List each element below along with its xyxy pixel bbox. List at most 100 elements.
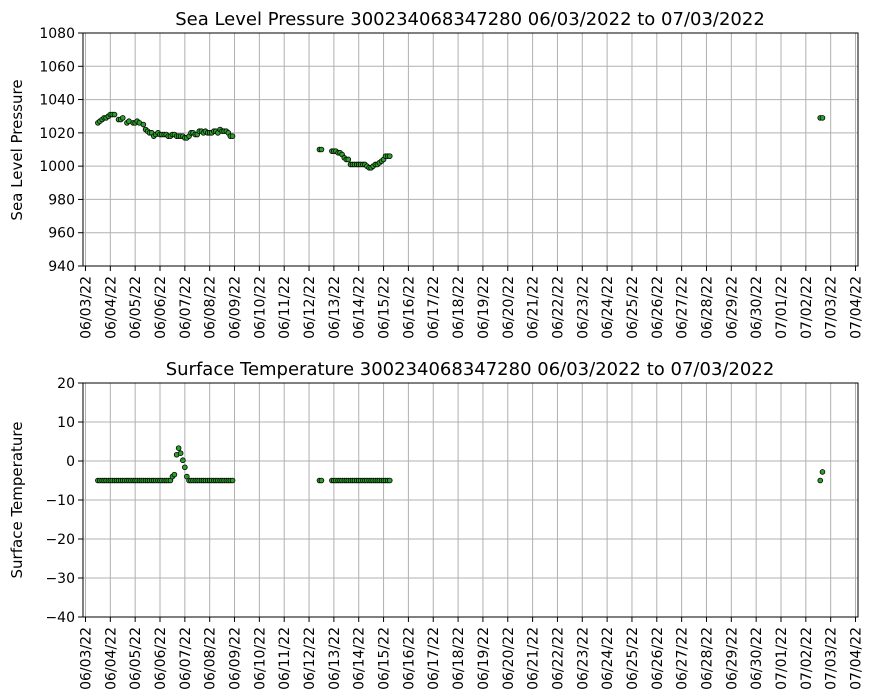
x-tick-label: 06/29/22 [724,276,740,339]
x-tick-label: 06/26/22 [650,276,666,339]
grid [83,382,858,618]
x-tick-label: 06/21/22 [526,627,542,690]
data-point [182,464,188,471]
x-tick-label: 06/04/22 [103,627,119,690]
y-tick-label: −30 [45,571,75,587]
x-tick-label: 07/03/22 [824,627,840,690]
x-tick-label: 06/09/22 [228,627,244,690]
data-point [111,111,118,118]
y-tick-label: 10 [57,415,75,431]
x-tick-label: 07/02/22 [799,276,815,339]
y-tick-label: 1040 [39,93,75,109]
x-tick-label: 06/14/22 [352,627,368,690]
data-point [345,156,352,163]
axis-ticks: 940 960 980 1000 1020 1040 1060 1080 06/03/22 06/… [39,26,864,339]
x-tick-label: 06/20/22 [501,627,517,690]
x-tick-label: 06/29/22 [724,627,740,690]
data-point [119,115,126,121]
x-tick-label: 06/28/22 [699,627,715,690]
x-tick-label: 06/09/22 [228,276,244,339]
x-tick-label: 06/21/22 [526,276,542,339]
chart-title: Surface Temperature 300234068347280 06/0… [166,359,775,380]
x-tick-label: 06/18/22 [451,276,467,339]
data-point [180,457,186,464]
x-tick-label: 06/26/22 [650,627,666,690]
plot-frame [82,382,859,618]
data-point [817,477,824,484]
y-axis-label: Sea Level Pressure [8,79,26,220]
x-tick-label: 07/01/22 [774,627,790,690]
x-tick-label: 06/22/22 [550,627,566,690]
data-point [318,146,325,153]
x-tick-label: 06/22/22 [550,276,566,339]
x-tick-label: 06/05/22 [128,627,144,690]
x-tick-label: 06/17/22 [426,276,442,339]
x-tick-label: 06/08/22 [203,276,219,339]
x-tick-label: 06/07/22 [178,627,194,690]
y-tick-label: 960 [48,226,75,242]
x-tick-label: 06/23/22 [575,276,591,339]
y-tick-label: 1080 [39,26,75,42]
data-points [95,111,826,171]
x-tick-label: 06/19/22 [476,627,492,690]
grid [83,32,858,267]
y-tick-label: −40 [45,610,75,626]
x-tick-label: 07/03/22 [824,276,840,339]
data-point [140,121,147,128]
x-tick-label: 06/13/22 [327,276,343,339]
data-points [95,445,826,484]
x-tick-label: 06/13/22 [327,627,343,690]
x-tick-label: 06/10/22 [252,276,268,339]
y-tick-label: 980 [48,192,75,208]
surface-temperature-chart: Surface Temperature 300234068347280 06/0… [8,359,865,690]
data-point [386,477,393,484]
data-point [386,153,393,159]
x-tick-label: 06/24/22 [600,627,616,690]
x-tick-label: 07/01/22 [774,276,790,339]
sea-level-pressure-chart: Sea Level Pressure 300234068347280 06/03… [8,9,865,339]
y-tick-label: 1060 [39,59,75,75]
x-tick-label: 06/11/22 [277,627,293,690]
x-tick-label: 06/08/22 [203,627,219,690]
x-tick-label: 06/30/22 [749,627,765,690]
data-point [229,477,236,484]
x-tick-label: 06/25/22 [625,627,641,690]
x-tick-label: 06/14/22 [352,276,368,339]
data-point [318,477,325,484]
y-tick-label: 1000 [39,159,75,175]
axis-ticks: −40 −30 −20 −10 0 10 20 06/03/22 06/04/22 06/05/2… [45,376,864,690]
x-tick-label: 06/28/22 [699,276,715,339]
x-tick-label: 06/03/22 [78,276,94,339]
x-tick-label: 06/16/22 [401,627,417,690]
y-tick-label: −10 [45,493,75,509]
y-tick-label: 0 [66,454,75,470]
x-tick-label: 06/30/22 [749,276,765,339]
data-point [229,133,236,139]
y-axis-label: Surface Temperature [8,422,26,579]
x-tick-label: 06/18/22 [451,627,467,690]
x-tick-label: 06/27/22 [675,276,691,339]
data-point [819,469,826,475]
x-tick-label: 07/04/22 [849,276,865,339]
y-tick-label: 1020 [39,126,75,142]
x-tick-label: 06/15/22 [377,276,393,339]
x-tick-label: 06/10/22 [252,627,268,690]
x-tick-label: 06/04/22 [103,276,119,339]
x-tick-label: 06/17/22 [426,627,442,690]
x-tick-label: 07/04/22 [849,627,865,690]
data-point [171,471,178,478]
x-tick-label: 06/24/22 [600,276,616,339]
data-point [175,445,182,451]
x-tick-label: 06/12/22 [302,276,318,339]
x-tick-label: 06/12/22 [302,627,318,690]
x-tick-label: 06/03/22 [78,627,94,690]
y-tick-label: 20 [57,376,75,392]
y-tick-label: −20 [45,532,75,548]
chart-title: Sea Level Pressure 300234068347280 06/03… [175,9,765,30]
x-tick-label: 06/11/22 [277,276,293,339]
x-tick-label: 06/06/22 [153,627,169,690]
data-point [177,450,184,457]
x-tick-label: 06/06/22 [153,276,169,339]
x-tick-label: 06/05/22 [128,276,144,339]
